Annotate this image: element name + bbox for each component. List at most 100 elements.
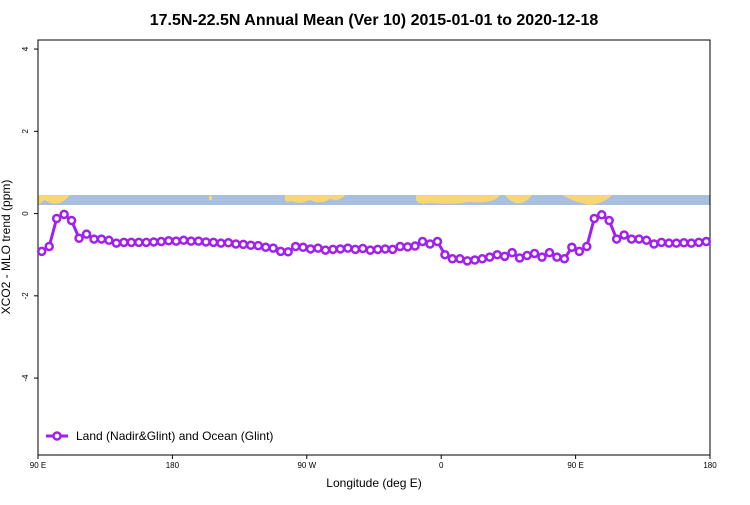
y-tick-label: 0 xyxy=(21,211,30,216)
point xyxy=(604,215,614,226)
point xyxy=(671,238,682,248)
point xyxy=(417,236,428,247)
point xyxy=(679,238,689,248)
point xyxy=(298,242,308,253)
point xyxy=(268,243,278,253)
point xyxy=(626,234,637,244)
legend-marker xyxy=(52,431,62,441)
y-tick-label: 4 xyxy=(21,46,30,51)
point xyxy=(111,238,122,248)
point xyxy=(410,241,420,251)
point xyxy=(372,244,383,255)
point xyxy=(156,236,166,247)
point xyxy=(104,235,114,246)
plot-frame xyxy=(37,39,711,456)
point xyxy=(447,254,458,264)
point xyxy=(440,249,450,260)
point xyxy=(66,215,77,226)
point xyxy=(694,237,704,248)
point xyxy=(484,252,495,262)
point xyxy=(343,243,353,253)
point xyxy=(641,235,652,246)
point xyxy=(193,236,204,246)
point xyxy=(126,237,137,248)
point xyxy=(552,252,562,262)
point xyxy=(358,243,368,254)
point xyxy=(51,213,62,224)
point xyxy=(380,244,390,254)
point xyxy=(141,237,152,248)
x-tick-label: 90 E xyxy=(567,461,583,470)
point xyxy=(231,239,241,249)
point xyxy=(656,237,667,248)
map-strip xyxy=(38,195,710,205)
legend-label: Land (Nadir&Glint) and Ocean (Glint) xyxy=(76,429,273,443)
point xyxy=(559,254,570,264)
point xyxy=(649,239,659,249)
y-tick-label: -4 xyxy=(21,374,30,382)
point xyxy=(499,251,510,262)
point xyxy=(529,248,540,259)
point xyxy=(313,243,323,253)
point xyxy=(74,233,84,243)
point xyxy=(402,242,413,252)
point xyxy=(514,253,525,263)
y-tick-label: 2 xyxy=(21,129,30,134)
point xyxy=(81,229,92,239)
point xyxy=(537,252,547,262)
point xyxy=(178,235,189,246)
point xyxy=(216,238,226,248)
x-axis-label: Longitude (deg E) xyxy=(326,476,421,490)
point xyxy=(470,255,480,265)
point xyxy=(335,244,346,254)
point xyxy=(59,209,69,220)
point xyxy=(462,256,473,266)
point xyxy=(619,230,629,240)
point xyxy=(328,244,338,255)
point xyxy=(686,238,697,248)
point xyxy=(163,235,174,246)
point xyxy=(664,238,674,248)
point xyxy=(208,237,219,248)
x-tick-label: 90 E xyxy=(30,461,46,470)
point xyxy=(701,236,712,247)
point xyxy=(246,240,256,250)
point xyxy=(260,242,271,253)
x-tick-label: 0 xyxy=(439,461,444,470)
point xyxy=(432,236,443,247)
point xyxy=(350,244,361,255)
point xyxy=(186,236,196,246)
point xyxy=(544,247,555,258)
x-tick-label: 90 W xyxy=(297,461,316,470)
point xyxy=(134,237,144,248)
x-tick-label: 180 xyxy=(703,461,717,470)
point xyxy=(596,210,607,220)
point xyxy=(283,247,293,257)
point xyxy=(387,244,398,255)
point xyxy=(119,237,129,248)
point xyxy=(148,237,159,247)
point xyxy=(507,247,517,258)
point xyxy=(634,234,644,244)
y-axis-label: XCO2 - MLO trend (ppm) xyxy=(0,180,13,315)
y-tick-label: -2 xyxy=(21,292,30,300)
point xyxy=(238,239,249,250)
point xyxy=(320,245,331,255)
point xyxy=(96,234,107,244)
point xyxy=(611,234,622,244)
point xyxy=(290,241,301,252)
point xyxy=(223,238,234,248)
point xyxy=(574,246,585,257)
point xyxy=(425,239,435,249)
point xyxy=(275,246,286,257)
point xyxy=(36,246,47,257)
point xyxy=(455,254,465,264)
point xyxy=(567,242,577,253)
point xyxy=(477,254,488,264)
point xyxy=(589,213,600,224)
point xyxy=(201,237,211,247)
chart-title: 17.5N-22.5N Annual Mean (Ver 10) 2015-01… xyxy=(150,12,599,29)
point xyxy=(395,241,405,252)
point xyxy=(582,241,592,252)
